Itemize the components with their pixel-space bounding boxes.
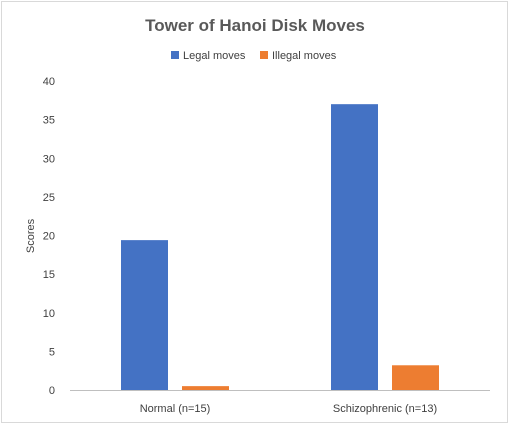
- y-tick-label: 15: [43, 269, 55, 281]
- y-tick-label: 35: [43, 115, 55, 127]
- legend-label-legal-moves: Legal moves: [183, 50, 246, 62]
- y-axis-ticks: 0 5 10 15 20 25 30 35 40: [43, 76, 55, 397]
- chart-title: Tower of Hanoi Disk Moves: [145, 16, 365, 35]
- legend-label-illegal-moves: Illegal moves: [272, 50, 337, 62]
- bar-illegal-moves-0: [182, 386, 229, 390]
- bar-legal-moves-0: [121, 240, 168, 390]
- bar-illegal-moves-1: [392, 365, 439, 390]
- bar-legal-moves-1: [331, 104, 378, 391]
- y-tick-label: 0: [49, 385, 55, 397]
- legend-swatch-illegal-moves: [260, 51, 268, 59]
- y-tick-label: 40: [43, 76, 55, 88]
- y-tick-label: 20: [43, 231, 55, 243]
- y-tick-label: 30: [43, 153, 55, 165]
- x-category-label: Schizophrenic (n=13): [333, 403, 437, 415]
- legend-swatch-legal-moves: [171, 51, 179, 59]
- x-axis-categories: Normal (n=15) Schizophrenic (n=13): [140, 403, 437, 415]
- y-tick-label: 25: [43, 192, 55, 204]
- bars: [121, 104, 439, 391]
- y-tick-label: 5: [49, 346, 55, 358]
- x-category-label: Normal (n=15): [140, 403, 211, 415]
- y-axis-label: Scores: [25, 218, 37, 253]
- legend: Legal moves Illegal moves: [171, 50, 337, 62]
- y-tick-label: 10: [43, 308, 55, 320]
